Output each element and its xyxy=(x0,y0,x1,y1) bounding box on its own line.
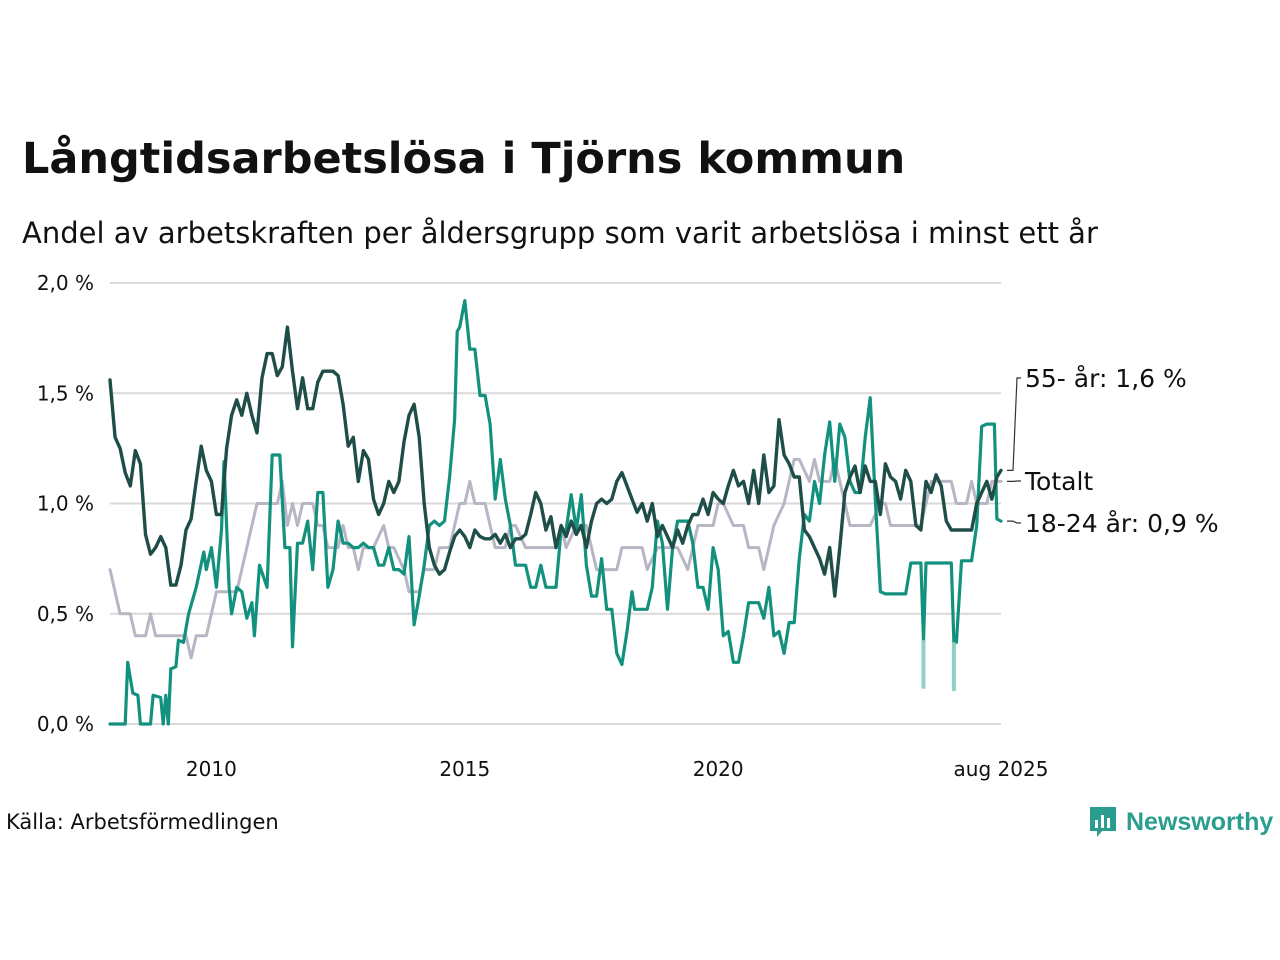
end-label-young: 18-24 år: 0,9 % xyxy=(1025,509,1219,538)
brand-name: Newsworthy xyxy=(1126,807,1274,836)
chart-title: Långtidsarbetslösa i Tjörns kommun xyxy=(22,134,906,184)
end-label-elder: 55- år: 1,6 % xyxy=(1025,364,1187,393)
source-note: Källa: Arbetsförmedlingen xyxy=(6,810,279,834)
y-tick-label-3: 1,5 % xyxy=(37,381,94,405)
end-label-leader-elder xyxy=(1007,377,1021,471)
series-line-total xyxy=(108,457,1003,660)
end-label-total: Totalt xyxy=(1024,467,1093,496)
x-tick-label-1: 2015 xyxy=(439,757,490,781)
gridlines xyxy=(110,282,1001,725)
young-dip-band-1 xyxy=(951,642,956,691)
y-tick-label-0: 0,0 % xyxy=(37,712,94,736)
series-end-labels: Totalt 18-24 år: 0,9 % 55- år: 1,6 % xyxy=(1007,364,1219,538)
y-tick-label-2: 1,0 % xyxy=(37,492,94,516)
newsworthy-logo[interactable]: Newsworthy xyxy=(1088,805,1273,839)
series-lines xyxy=(108,299,1003,726)
y-axis-tick-labels: 0,0 % 0,5 % 1,0 % 1,5 % 2,0 % xyxy=(37,271,94,736)
x-tick-label-2: 2020 xyxy=(693,757,744,781)
young-dip-band-0 xyxy=(921,640,926,689)
series-line-young xyxy=(108,299,1003,726)
chart-subtitle: Andel av arbetskraften per åldersgrupp s… xyxy=(22,216,1098,250)
y-tick-label-4: 2,0 % xyxy=(37,271,94,295)
end-label-leader-young xyxy=(1007,520,1021,524)
x-axis-tick-labels: 2010 2015 2020 aug 2025 xyxy=(186,757,1049,781)
x-tick-label-0: 2010 xyxy=(186,757,237,781)
newsworthy-bar-chart-icon xyxy=(1090,807,1116,837)
x-tick-label-3: aug 2025 xyxy=(954,757,1049,781)
y-tick-label-1: 0,5 % xyxy=(37,602,94,626)
series-line-elder xyxy=(108,325,1003,598)
